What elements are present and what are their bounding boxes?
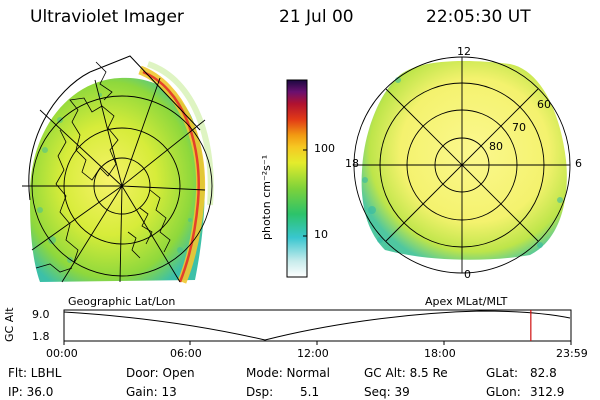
orbit-altitude-plot [63,309,572,345]
mlat-label-80: 80 [489,140,503,153]
mlt-label-18: 18 [345,157,359,170]
colorbar-unit-label: photon cm⁻²s⁻¹ [260,154,273,240]
mlt-label-6: 6 [575,157,582,170]
ip-info: IP: 36.0 [8,385,54,399]
timeline-ytick-top: 9.0 [32,308,50,321]
dsp-label: Dsp: [246,385,274,399]
timeline-xtick-0600: 06:00 [170,347,202,360]
gain-info: Gain: 13 [126,385,177,399]
glat-label: GLat: [486,366,519,380]
geographic-map [22,55,214,284]
seq-info: Seq: 39 [364,385,410,399]
apex-caption: Apex MLat/MLT [425,295,508,308]
timeline-xtick-2359: 23:59 [556,347,588,360]
mode-info: Mode: Normal [246,366,330,380]
timeline-xtick-1800: 18:00 [424,347,456,360]
mlat-label-60: 60 [537,98,551,111]
dsp-value: 5.1 [300,385,320,399]
colorbar-tick-10: 10 [314,228,328,241]
mlt-label-0: 0 [464,268,471,281]
instrument-title: Ultraviolet Imager [30,7,184,27]
time-label: 22:05:30 UT [426,7,531,27]
colorbar [286,79,308,278]
timeline-ytick-bottom: 1.8 [32,330,50,343]
timeline-xtick-1200: 12:00 [297,347,329,360]
date-label: 21 Jul 00 [279,7,354,27]
magnetic-polar-plot [353,56,571,274]
timeline-xtick-0000: 00:00 [46,347,78,360]
glon-value: 312.9 [530,385,565,399]
gc-alt-info: GC Alt: 8.5 Re [364,366,448,380]
colorbar-tick-100: 100 [314,142,335,155]
geographic-caption: Geographic Lat/Lon [68,295,176,308]
glat-value: 82.8 [530,366,557,380]
glon-label: GLon: [486,385,521,399]
mlt-label-12: 12 [457,45,471,58]
door-info: Door: Open [126,366,195,380]
timeline-axis-label: GC Alt [3,307,16,342]
filter-info: Flt: LBHL [8,366,62,380]
mlat-label-70: 70 [512,121,526,134]
